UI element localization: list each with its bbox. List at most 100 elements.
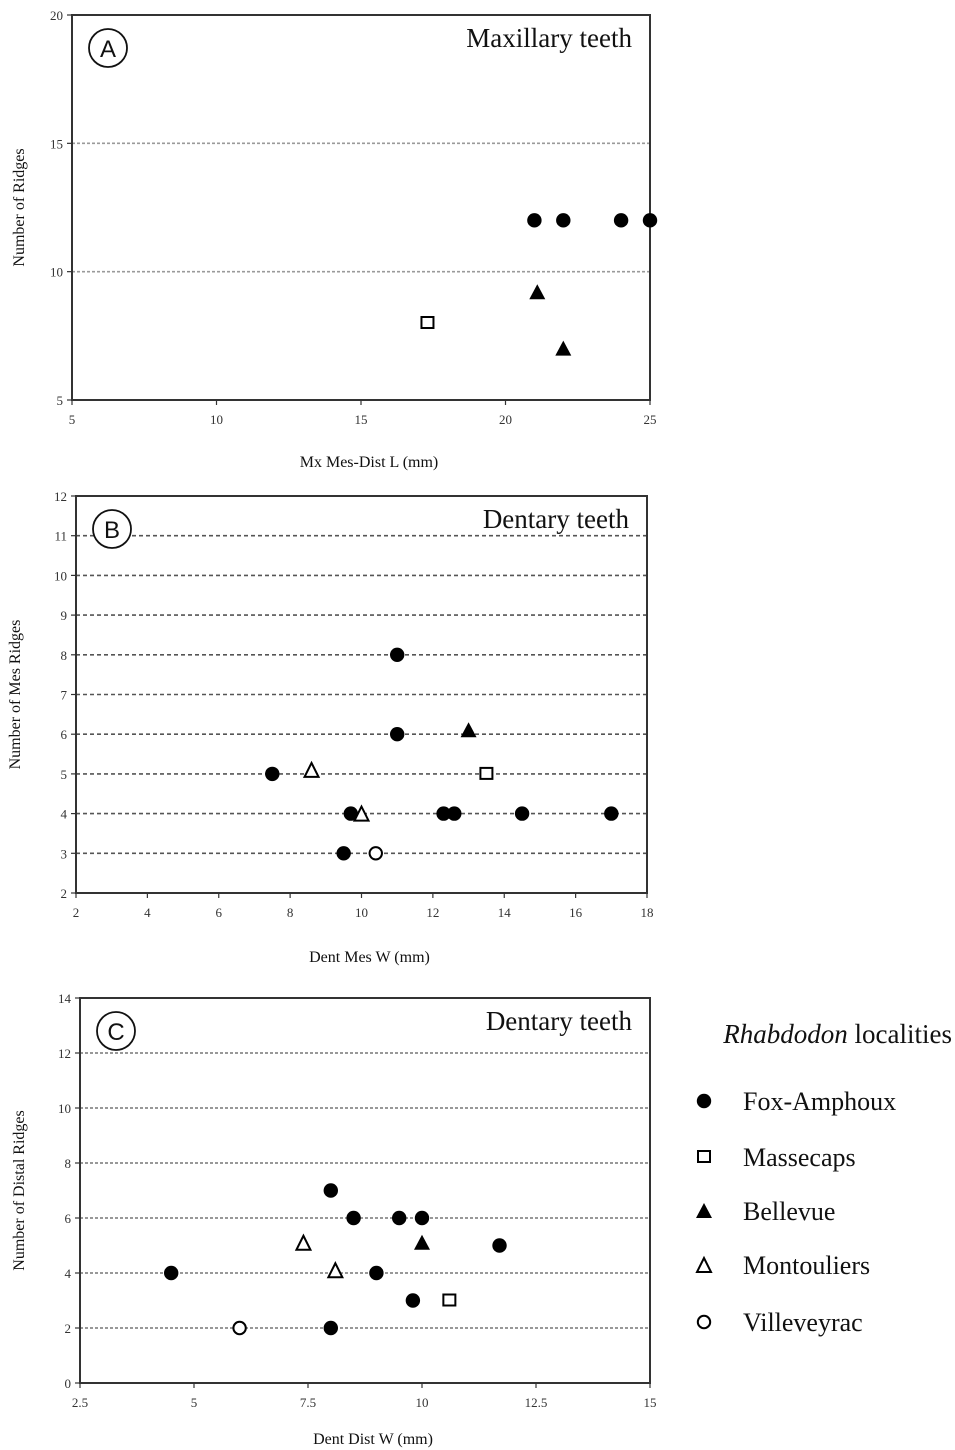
data-point-mon [302, 760, 321, 778]
x-tick-label: 14 [498, 905, 512, 920]
y-tick-label: 10 [50, 265, 63, 280]
data-point-fox [514, 806, 530, 821]
x-tick-label: 4 [144, 905, 151, 920]
data-point-fox [323, 1320, 338, 1336]
y-tick-label: 14 [58, 991, 72, 1006]
y-tick-label: 6 [61, 727, 68, 742]
data-point-bel [555, 340, 572, 356]
y-tick-label: 10 [54, 568, 67, 583]
legend-marker-mas [697, 1150, 711, 1163]
panel-letter: A [100, 36, 116, 63]
x-tick-label: 10 [355, 905, 368, 920]
x-tick-label: 10 [210, 412, 223, 427]
panel-letter: B [104, 517, 120, 544]
data-point-mas [420, 316, 435, 329]
data-point-mas [479, 766, 494, 780]
x-tick-label: 15 [355, 412, 368, 427]
legend-label-bel: Bellevue [743, 1197, 835, 1226]
y-tick-label: 7 [61, 688, 68, 703]
data-point-fox [265, 766, 280, 782]
panel-letter: C [107, 1019, 124, 1046]
x-tick-label: 8 [287, 905, 294, 920]
panel-letter-circle [96, 1011, 136, 1051]
panel-title: Maxillary teeth [466, 23, 632, 53]
panel-letter-circle [88, 28, 128, 68]
data-point-mon [352, 804, 371, 822]
legend-title-rest: localities [848, 1019, 952, 1049]
data-point-fox [389, 727, 405, 742]
x-tick-label: 2 [73, 905, 80, 920]
data-point-fox [436, 806, 451, 821]
data-point-mon [294, 1233, 313, 1251]
panel-title: Dentary teeth [486, 1006, 633, 1036]
legend-marker-bel [696, 1203, 712, 1218]
legend-label-fox: Fox-Amphoux [743, 1087, 896, 1116]
y-tick-label: 11 [54, 529, 67, 544]
data-point-fox [447, 806, 462, 821]
x-tick-label: 18 [641, 905, 654, 920]
x-tick-label: 6 [216, 905, 223, 920]
x-tick-label: 5 [69, 412, 76, 427]
chart-panel-a: 5 10 15 20 5 10 15 20 25 Mx Mes-Dist L (mm) Number… [11, 8, 658, 471]
data-point-fox [414, 1210, 430, 1226]
legend-label-vil: Villeveyrac [743, 1308, 863, 1337]
data-point-vil [232, 1320, 247, 1336]
y-axis-label: Number of Mes Ridges [7, 620, 24, 770]
data-point-bel [460, 722, 477, 738]
legend-marker-fox [696, 1093, 712, 1109]
y-tick-label: 15 [50, 136, 63, 151]
y-tick-label: 9 [61, 608, 68, 623]
legend-title: Rhabdodon localities [722, 1019, 952, 1049]
legend-marker-mon [695, 1255, 713, 1273]
data-point-fox [642, 213, 658, 228]
y-tick-label: 8 [65, 1156, 72, 1171]
data-point-mas [442, 1293, 457, 1307]
x-axis-label: Dent Dist W (mm) [313, 1431, 433, 1448]
data-point-fox [492, 1238, 507, 1253]
chart-panel-c: 0 2 4 6 8 10 12 14 2.5 5 7.5 10 12.5 15 Dent Dist W (m… [11, 991, 657, 1448]
y-tick-label: 12 [54, 489, 67, 504]
plot-frame [79, 997, 651, 1384]
y-tick-label: 12 [58, 1046, 71, 1061]
legend-label-mon: Montouliers [743, 1251, 870, 1280]
data-point-mon [326, 1261, 344, 1279]
data-point-fox [369, 1265, 384, 1281]
data-point-fox [346, 1210, 361, 1226]
y-axis-label: Number of Ridges [11, 148, 28, 266]
x-tick-label: 7.5 [300, 1395, 316, 1410]
y-tick-label: 3 [61, 846, 68, 861]
data-point-fox [343, 806, 358, 821]
chart-panel-b: 2 3 4 5 6 7 8 9 10 11 12 2 4 6 8 10 12 14 16 18 Dent Mes W (… [7, 489, 654, 966]
legend: Rhabdodon localities Fox-Amphoux Massecaps… [695, 1019, 952, 1337]
x-tick-label: 25 [644, 412, 657, 427]
x-axis-label: Mx Mes-Dist L (mm) [300, 454, 439, 471]
legend-title-genus: Rhabdodon [722, 1019, 848, 1049]
x-tick-label: 2.5 [72, 1395, 88, 1410]
y-tick-label: 4 [61, 807, 68, 822]
y-axis-label: Number of Distal Ridges [11, 1110, 28, 1270]
data-point-fox [164, 1265, 179, 1281]
y-tick-label: 20 [50, 8, 63, 23]
x-tick-label: 15 [644, 1395, 657, 1410]
x-axis-label: Dent Mes W (mm) [309, 949, 430, 966]
data-point-fox [323, 1183, 338, 1198]
y-tick-label: 5 [61, 767, 68, 782]
data-point-fox [336, 846, 351, 861]
x-tick-label: 12 [426, 905, 439, 920]
y-tick-label: 2 [65, 1321, 72, 1336]
y-tick-label: 4 [65, 1266, 72, 1281]
legend-marker-vil [696, 1314, 712, 1330]
data-point-fox [392, 1210, 407, 1226]
data-point-fox [613, 213, 629, 228]
data-point-fox [556, 213, 571, 228]
x-tick-label: 5 [191, 1395, 198, 1410]
legend-label-mas: Massecaps [743, 1143, 856, 1172]
data-point-fox [604, 806, 619, 821]
y-tick-label: 2 [61, 886, 68, 901]
x-tick-label: 16 [569, 905, 583, 920]
x-tick-label: 20 [499, 412, 512, 427]
data-point-fox [389, 647, 405, 662]
data-point-vil [368, 846, 383, 861]
y-tick-label: 10 [58, 1101, 71, 1116]
